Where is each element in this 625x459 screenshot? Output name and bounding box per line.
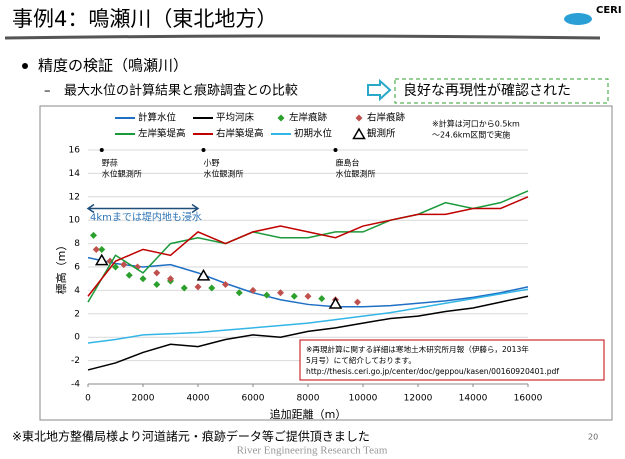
- point: [153, 269, 161, 277]
- x-tick-label: 4000: [187, 394, 210, 404]
- station-label: 水位観測所: [204, 169, 244, 179]
- detail-box: [299, 339, 605, 381]
- point: [94, 253, 109, 266]
- x-tick-label: 0: [85, 394, 91, 404]
- station-dot: [333, 148, 338, 152]
- point: [354, 298, 361, 306]
- legend-label: 左岸痕跡: [289, 112, 328, 124]
- series-line: [87, 295, 529, 371]
- y-tick-label: 10: [69, 216, 81, 226]
- legend-label: 計算水位: [138, 112, 177, 124]
- dash: –: [44, 84, 51, 99]
- station-label: 小野: [204, 159, 220, 168]
- x-tick-label: 8000: [297, 394, 320, 404]
- x-tick-label: 16000: [514, 394, 543, 404]
- station-label: 水位観測所: [336, 169, 376, 179]
- slide-title: 事例4：鳴瀬川（東北地方）: [12, 7, 277, 31]
- legend-marker: [355, 114, 363, 122]
- point: [222, 281, 229, 289]
- point: [328, 296, 343, 309]
- station-dot: [99, 148, 104, 152]
- point: [139, 275, 147, 283]
- point: [167, 275, 174, 283]
- flood-arrow: [86, 203, 200, 214]
- y-axis-label: 標高（m）: [54, 240, 68, 295]
- calc-note: ※計算は河口から0.5km: [432, 119, 520, 129]
- calc-note: 〜24.6km区間で実施: [432, 130, 510, 140]
- point: [277, 289, 284, 297]
- legend-marker: [352, 127, 366, 140]
- logo-text: CERI: [596, 5, 622, 16]
- detail-note: ※再現計算に関する詳細は寒地土木研究所月報（伊藤ら，2013年: [306, 344, 529, 354]
- point: [318, 295, 326, 303]
- point: [120, 261, 128, 269]
- detail-note: 5月号）にて紹介しております。: [306, 355, 416, 365]
- y-tick-label: 0: [74, 333, 80, 343]
- point: [196, 268, 211, 281]
- y-tick-label: 14: [69, 169, 81, 179]
- conclusion-box: [394, 78, 609, 104]
- arrow-label: 4kmまでは堤内地も浸水: [90, 211, 202, 224]
- x-tick-label: 14000: [459, 394, 488, 404]
- y-tick-label: 2: [74, 309, 80, 319]
- subbullet: 最大水位の計算結果と痕跡調査との比較: [64, 83, 298, 99]
- station-label: 水位観測所: [102, 169, 142, 179]
- station-label: 鹿島台: [336, 158, 360, 168]
- point: [263, 291, 271, 299]
- x-tick-label: 12000: [404, 394, 433, 404]
- point: [290, 292, 298, 300]
- detail-note: http://thesis.ceri.go.jp/center/doc/gepp…: [306, 367, 559, 376]
- footer-note: ※東北地方整備局様より河道諸元・痕跡データ等ご提供頂きました: [12, 429, 370, 444]
- point: [208, 284, 216, 292]
- point: [194, 283, 202, 291]
- y-tick-label: -4: [71, 380, 80, 390]
- x-tick-label: 6000: [242, 394, 265, 404]
- point: [235, 289, 243, 297]
- legend-label: 初期水位: [294, 128, 333, 140]
- x-axis-label: 追加距離（m）: [270, 407, 347, 421]
- page-number: 20: [588, 433, 598, 442]
- legend-label: 平均河床: [216, 112, 255, 124]
- series-line: [87, 196, 529, 297]
- logo-icon: [564, 13, 592, 25]
- x-tick-label: 10000: [349, 394, 378, 404]
- point: [153, 281, 161, 289]
- y-tick-label: 6: [74, 263, 80, 273]
- point: [249, 286, 257, 294]
- y-tick-label: 8: [74, 239, 80, 249]
- y-tick-label: 16: [69, 146, 81, 156]
- point: [180, 284, 188, 292]
- legend-label: 観測所: [367, 128, 396, 140]
- bullet: 精度の検証（鳴瀬川）: [38, 57, 188, 75]
- conclusion: 良好な再現性が確認された: [403, 83, 571, 99]
- point: [112, 263, 119, 271]
- y-tick-label: 4: [74, 286, 80, 296]
- legend-label: 右岸痕跡: [367, 112, 406, 124]
- legend-label: 左岸築堤高: [138, 128, 186, 140]
- point: [304, 292, 312, 300]
- legend-label: 右岸築堤高: [216, 128, 264, 140]
- point: [90, 231, 97, 239]
- series-line: [87, 256, 529, 308]
- station-label: 野蒜: [102, 158, 118, 168]
- x-tick-label: 2000: [132, 394, 155, 404]
- bullet-dot: [22, 63, 28, 69]
- legend-marker: [277, 114, 285, 122]
- arrow-icon: [367, 78, 392, 102]
- point: [98, 245, 106, 253]
- series-line: [87, 288, 529, 344]
- station-dot: [201, 148, 206, 152]
- y-tick-label: -2: [71, 356, 80, 366]
- team: River Engineering Research Team: [237, 445, 388, 457]
- title-rule: [4, 34, 601, 40]
- y-tick-label: 12: [69, 192, 80, 202]
- point: [125, 271, 133, 279]
- point: [92, 245, 100, 253]
